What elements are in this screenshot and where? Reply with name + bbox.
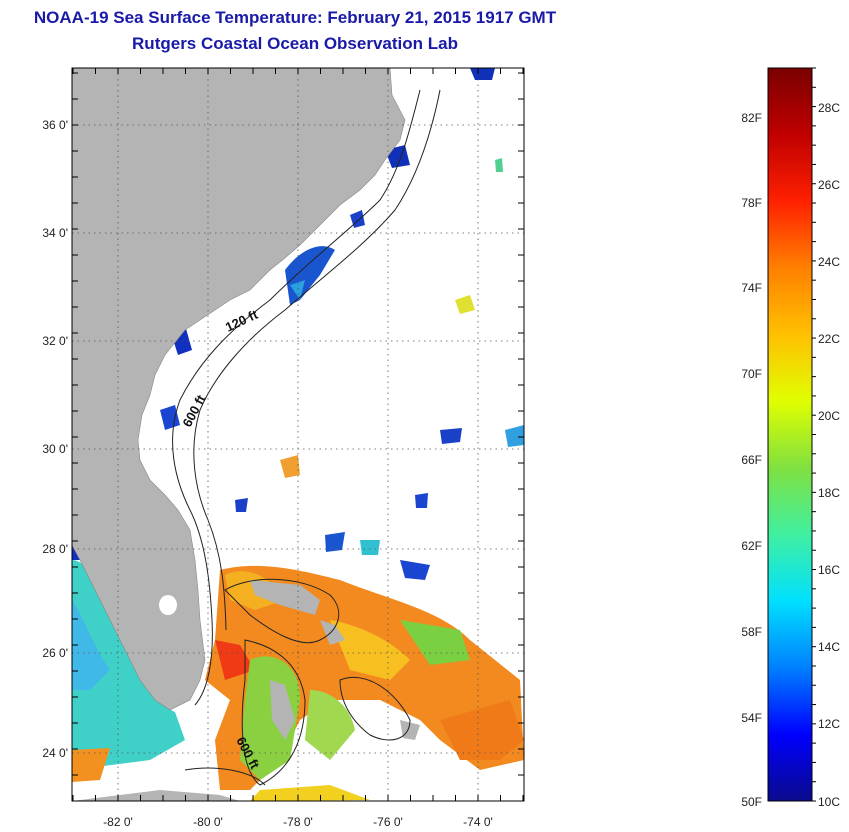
colorbar-c-label: 24C [818, 255, 840, 269]
map-ticks [72, 68, 524, 802]
colorbar-f-label: 54F [741, 711, 762, 725]
graticule [72, 68, 524, 801]
sst-map: 120 ft 600 ft 600 ft 36 0' 34 0' 32 0' 3… [42, 67, 525, 829]
lat-label: 24 0' [42, 746, 68, 760]
colorbar-f-label: 58F [741, 625, 762, 639]
lat-label: 34 0' [42, 226, 68, 240]
lon-label: -80 0' [193, 815, 223, 829]
isobath-lines [172, 89, 441, 786]
bahamas-island [320, 620, 345, 645]
colorbar-f-label: 70F [741, 367, 762, 381]
cuba-land [72, 790, 240, 801]
colorbar-c-label: 26C [818, 178, 840, 192]
lat-label: 32 0' [42, 334, 68, 348]
colorbar-f-label: 66F [741, 453, 762, 467]
lat-label: 28 0' [42, 542, 68, 556]
colorbar-scale [767, 67, 813, 802]
lat-label: 26 0' [42, 646, 68, 660]
map-title: NOAA-19 Sea Surface Temperature: Februar… [33, 8, 557, 27]
map-subtitle: Rutgers Coastal Ocean Observation Lab [132, 34, 458, 53]
colorbar-f-label: 74F [741, 281, 762, 295]
colorbar-c-label: 20C [818, 409, 840, 423]
colorbar-c-label: 16C [818, 563, 840, 577]
colorbar-c-label: 12C [818, 717, 840, 731]
colorbar-f-label: 78F [741, 196, 762, 210]
lon-label: -76 0' [373, 815, 403, 829]
land-mass [72, 68, 406, 711]
colorbar-c-label: 14C [818, 640, 840, 654]
colorbar-c-label: 18C [818, 486, 840, 500]
lat-label: 30 0' [42, 442, 68, 456]
colorbar-f-label: 62F [741, 539, 762, 553]
colorbar-c-label: 22C [818, 332, 840, 346]
colorbar-c-label: 28C [818, 101, 840, 115]
lake-okeechobee [159, 595, 177, 615]
lon-label: -78 0' [283, 815, 313, 829]
colorbar-f-label: 82F [741, 111, 762, 125]
lat-label: 36 0' [42, 118, 68, 132]
lon-label: -74 0' [463, 815, 493, 829]
colorbar-c-label: 10C [818, 795, 840, 809]
lon-label: -82 0' [103, 815, 133, 829]
bahamas-island [400, 720, 420, 740]
bahamas-island [250, 580, 320, 615]
bahamas-island [270, 680, 295, 740]
colorbar-f-label: 50F [741, 795, 762, 809]
